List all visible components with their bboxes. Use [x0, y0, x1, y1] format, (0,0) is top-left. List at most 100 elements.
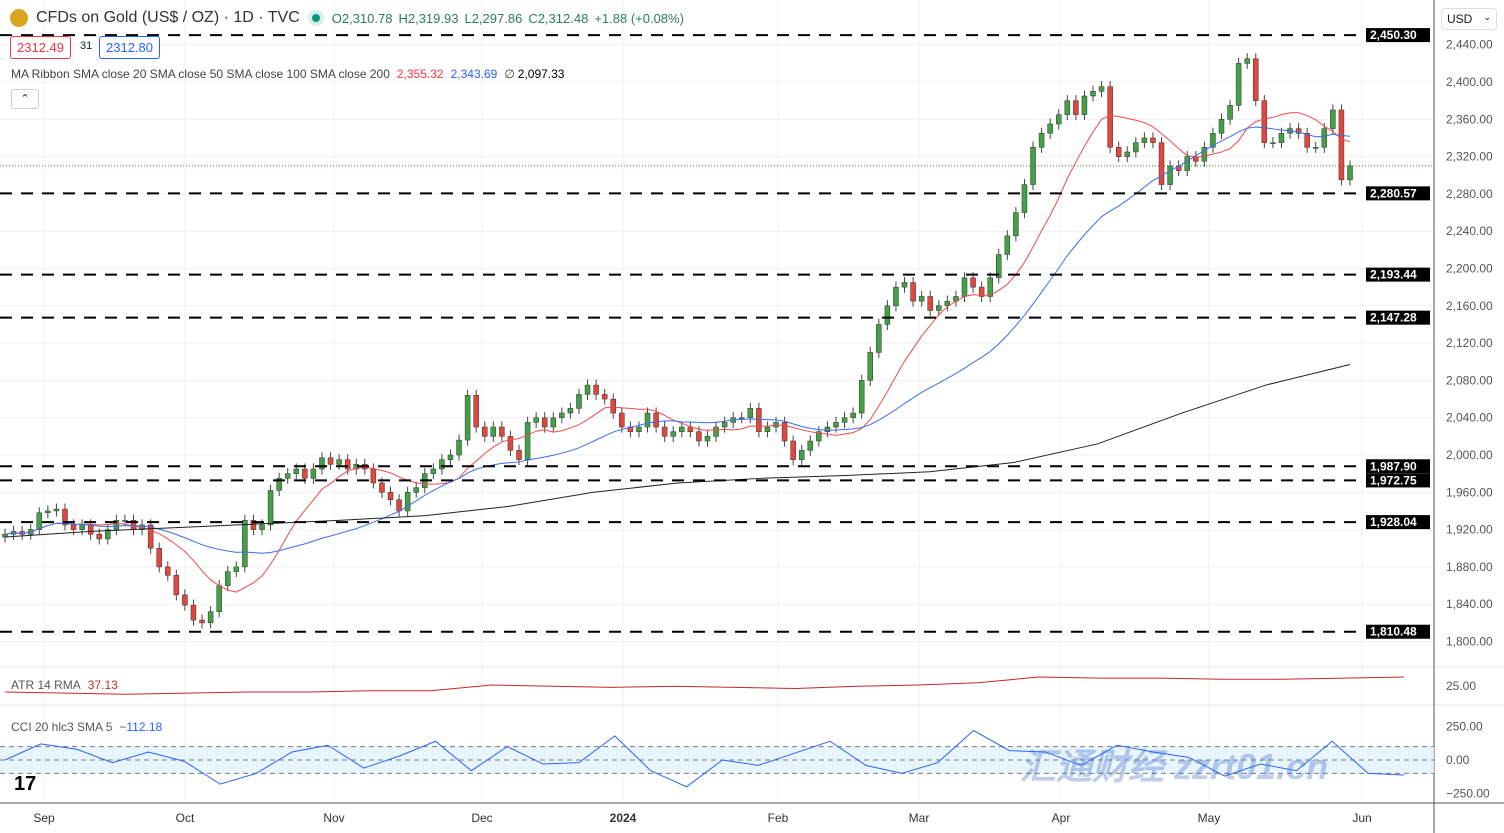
x-tick-label: Nov — [323, 811, 344, 825]
candle-body — [1278, 133, 1285, 143]
candle-body — [1210, 133, 1216, 148]
y-tick-label: 2,400.00 — [1446, 75, 1493, 89]
candle-body — [696, 431, 702, 442]
currency-select[interactable]: USD ⌄ — [1441, 8, 1497, 30]
x-tick-label: Feb — [768, 811, 789, 825]
y-tick-label: 2,160.00 — [1446, 299, 1493, 313]
candle-body — [1312, 147, 1319, 149]
candle-body — [1253, 58, 1259, 101]
candle-body — [944, 300, 951, 307]
candle — [182, 589, 188, 611]
candle — [1004, 230, 1011, 261]
candle — [756, 402, 762, 438]
y-tick-label: 1,800.00 — [1446, 635, 1493, 649]
candle-body — [807, 440, 814, 451]
level-label-bg — [1366, 515, 1430, 530]
candle — [1201, 141, 1208, 167]
symbol-title[interactable]: CFDs on Gold (US$ / OZ) · 1D · TVC — [36, 9, 300, 26]
atr-label: ATR 14 RMA — [11, 678, 81, 692]
candle-body — [661, 426, 668, 437]
candle-body — [610, 398, 616, 414]
candle-body — [876, 324, 882, 353]
candle — [1081, 90, 1088, 121]
candle — [559, 407, 565, 424]
level-label: 1,987.90 — [1370, 459, 1417, 473]
chevron-down-icon: ⌄ — [1483, 12, 1491, 22]
candle-body — [379, 482, 385, 493]
candle — [1124, 146, 1131, 163]
candle-body — [653, 412, 659, 428]
candle-body — [319, 457, 325, 470]
candle-body — [781, 422, 788, 442]
candle — [661, 421, 668, 442]
candle-body — [679, 426, 685, 432]
level-label-bg — [1366, 310, 1430, 325]
candle — [807, 435, 814, 456]
candle-body — [1150, 137, 1156, 143]
candle — [1141, 132, 1148, 149]
candle — [567, 402, 574, 419]
candle-body — [1270, 142, 1276, 144]
candle-body — [1038, 133, 1045, 148]
candle-body — [233, 566, 240, 572]
candle-body — [833, 422, 839, 428]
candle-body — [147, 524, 154, 549]
atr-legend[interactable]: ATR 14 RMA 37.13 — [11, 678, 118, 692]
candle — [1304, 127, 1310, 153]
x-tick-label: Dec — [471, 811, 492, 825]
candle-body — [670, 431, 676, 437]
candle-body — [816, 431, 822, 442]
candle — [156, 542, 162, 573]
candle-body — [404, 492, 411, 512]
candle — [1295, 123, 1302, 139]
candle-body — [1338, 109, 1345, 181]
level-label: 1,928.04 — [1370, 515, 1417, 529]
candle — [619, 407, 625, 433]
candle-body — [824, 426, 831, 432]
candle — [1244, 53, 1250, 69]
candle-body — [156, 548, 162, 568]
sma20-value: 2,355.32 — [396, 67, 444, 81]
candle — [704, 430, 711, 447]
candle-body — [62, 508, 68, 526]
candle — [62, 503, 68, 531]
y-tick-label: 1,840.00 — [1446, 597, 1493, 611]
candle-body — [910, 282, 916, 302]
candle-body — [1107, 86, 1113, 148]
candle — [507, 430, 514, 456]
candle — [319, 452, 325, 475]
candle — [1278, 127, 1285, 149]
candle-body — [747, 408, 754, 418]
candle-body — [1201, 147, 1208, 162]
candle-body — [302, 468, 308, 479]
candle-body — [533, 417, 539, 423]
candle — [867, 346, 874, 386]
candle-body — [970, 277, 976, 288]
level-label: 2,193.44 — [1370, 268, 1417, 282]
symbol-header: CFDs on Gold (US$ / OZ) · 1D · TVC O2,31… — [10, 9, 684, 27]
candle — [550, 412, 557, 433]
y-tick-label: 2,000.00 — [1446, 448, 1493, 462]
candle-body — [1347, 165, 1353, 181]
candle-body — [293, 468, 300, 474]
candle — [584, 379, 591, 400]
candle — [850, 407, 856, 424]
candle-body — [687, 426, 694, 432]
candle-body — [644, 412, 651, 428]
sell-button[interactable]: 2312.49 — [10, 36, 71, 59]
candle — [464, 389, 471, 446]
ma-ribbon-legend[interactable]: MA Ribbon SMA close 20 SMA close 50 SMA … — [11, 67, 564, 81]
collapse-legend-button[interactable]: ⌃ — [11, 89, 39, 109]
candle-body — [242, 520, 248, 568]
candle — [884, 300, 891, 331]
candle-body — [53, 508, 60, 512]
candle-body — [430, 468, 437, 474]
candle — [841, 412, 848, 428]
cci-legend[interactable]: CCI 20 hlc3 SMA 5 −112.18 — [11, 720, 162, 734]
candle — [1133, 137, 1139, 158]
market-status-icon — [307, 10, 324, 26]
buy-button[interactable]: 2312.80 — [99, 36, 160, 59]
candle — [1261, 95, 1268, 149]
candle-body — [344, 459, 351, 470]
